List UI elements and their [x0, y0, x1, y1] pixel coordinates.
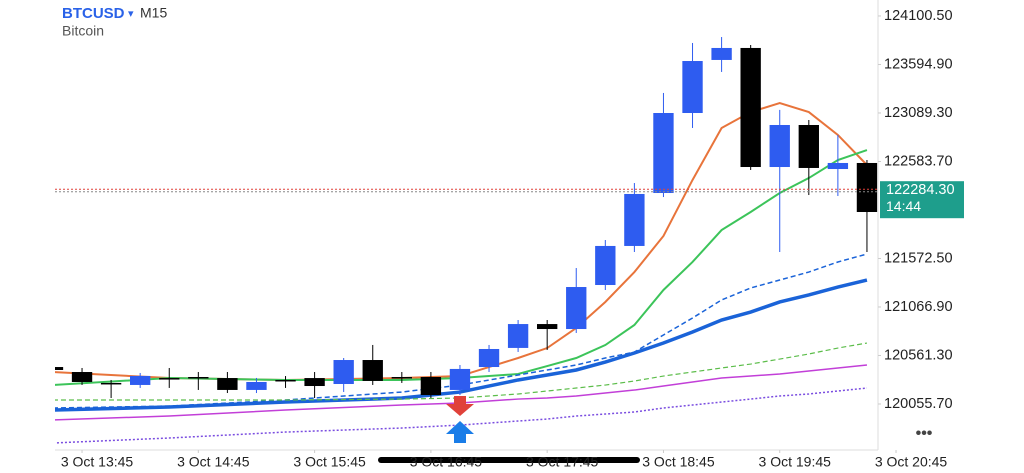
- x-tick-label: 3 Oct 13:45: [61, 454, 134, 470]
- sell-marker: [446, 396, 474, 416]
- x-tick-label: 3 Oct 17:45: [526, 454, 599, 470]
- candle-body: [391, 376, 412, 379]
- candle-body: [478, 348, 500, 368]
- moving-average-line: [55, 342, 868, 401]
- candle-body: [362, 360, 383, 381]
- y-tick-label: 120561.30: [884, 347, 953, 363]
- y-tick-label: 123594.90: [884, 56, 953, 72]
- plot-area: [55, 37, 878, 444]
- candle-body: [769, 124, 790, 168]
- candle-body: [653, 113, 674, 194]
- candle-body: [449, 368, 471, 390]
- countdown-label: 14:44: [886, 198, 921, 214]
- candle-body: [55, 367, 64, 370]
- candle-body: [740, 47, 761, 168]
- y-tick-label: 124100.50: [884, 8, 953, 24]
- symbol[interactable]: BTCUSD: [62, 5, 125, 22]
- moving-average-line: [55, 149, 868, 386]
- candle-body: [333, 360, 354, 385]
- candle-body: [420, 376, 442, 396]
- candle-body: [827, 162, 849, 170]
- candle-body: [100, 382, 122, 385]
- moving-average-line: [55, 364, 868, 421]
- price-label: 122284.30: [886, 182, 955, 198]
- candle-body: [595, 245, 616, 286]
- candle-body: [566, 287, 587, 330]
- x-tick-label: 3 Oct 20:45: [875, 454, 948, 470]
- y-tick-label: 120055.70: [884, 396, 953, 412]
- candle-body: [856, 162, 878, 213]
- candle-body: [536, 324, 558, 330]
- more-menu[interactable]: •••: [916, 425, 933, 442]
- timeframe[interactable]: M15: [140, 5, 167, 21]
- buy-marker: [446, 421, 474, 443]
- candle-body: [130, 375, 151, 385]
- symbol-dropdown-icon[interactable]: ▾: [128, 8, 134, 20]
- moving-average-line: [55, 253, 868, 409]
- scroll-indicator: [378, 457, 640, 463]
- candle-body: [624, 193, 645, 246]
- x-tick-label: 3 Oct 14:45: [177, 454, 250, 470]
- y-tick-label: 123089.30: [884, 105, 953, 121]
- candle-body: [71, 372, 93, 382]
- y-tick-label: 122583.70: [884, 153, 953, 169]
- x-tick-label: 3 Oct 18:45: [642, 454, 715, 470]
- candle-body: [798, 124, 819, 168]
- candle-body: [159, 378, 180, 380]
- candle-body: [217, 378, 238, 390]
- candle-body: [188, 376, 209, 379]
- subtitle: Bitcoin: [62, 23, 104, 39]
- y-tick-label: 121572.50: [884, 250, 953, 266]
- candle-body: [304, 378, 325, 387]
- x-tick-label: 3 Oct 16:45: [410, 454, 483, 470]
- moving-average-line: [55, 387, 868, 444]
- candle-body: [682, 61, 703, 114]
- candle-body: [711, 47, 732, 60]
- candle-body: [246, 381, 267, 390]
- candle-body: [275, 379, 296, 382]
- y-tick-label: 121066.90: [884, 299, 953, 315]
- candle-body: [507, 324, 529, 348]
- x-tick-label: 3 Oct 15:45: [293, 454, 366, 470]
- price-label-box: [880, 181, 964, 219]
- x-tick-label: 3 Oct 19:45: [759, 454, 832, 470]
